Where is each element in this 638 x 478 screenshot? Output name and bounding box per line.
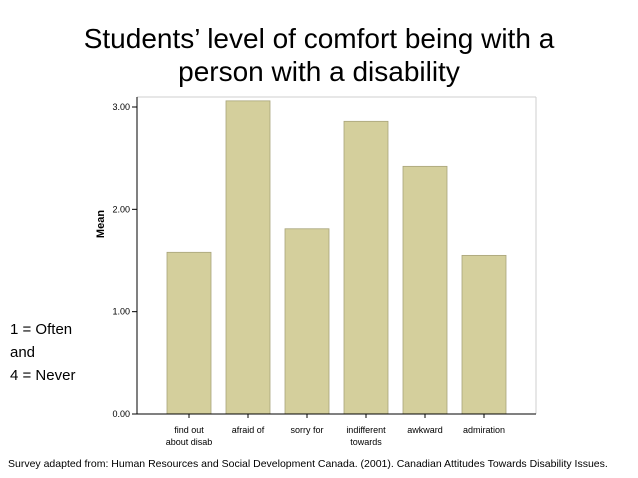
chart-title-line1: Students’ level of comfort being with a xyxy=(83,23,555,54)
chart-title: Students’ level of comfort being with a … xyxy=(0,22,638,88)
x-tick-label-4-0: awkward xyxy=(407,425,443,435)
scale-note-line1: 1 = Often xyxy=(10,321,73,338)
scale-note-line3: 4 = Never xyxy=(10,367,76,384)
x-tick-label-5-0: admiration xyxy=(463,425,505,435)
bar-5 xyxy=(461,254,507,415)
x-tick-label-0-0: find out xyxy=(174,425,204,435)
x-tick-label-1-0: afraid of xyxy=(232,425,265,435)
y-tick-label-2: 2.00 xyxy=(112,204,130,214)
bar-3 xyxy=(343,120,389,415)
chart-title-line2: person with a disability xyxy=(178,56,460,87)
bar-1 xyxy=(225,100,271,415)
bar-0 xyxy=(166,251,212,415)
bar-2 xyxy=(284,228,330,415)
y-axis-label: Mean xyxy=(95,210,107,238)
y-tick-label-3: 3.00 xyxy=(112,102,130,112)
source-footnote: Survey adapted from: Human Resources and… xyxy=(8,458,608,470)
y-tick-label-1: 1.00 xyxy=(112,307,130,317)
scale-note-line2: and xyxy=(10,344,36,361)
y-tick-label-0: 0.00 xyxy=(112,409,130,419)
x-tick-label-3-1: towards xyxy=(350,437,382,447)
x-tick-label-2-0: sorry for xyxy=(290,425,323,435)
x-tick-label-3-0: indifferent xyxy=(346,425,386,435)
x-tick-label-0-1: about disab xyxy=(166,437,213,447)
bar-4 xyxy=(402,165,448,415)
